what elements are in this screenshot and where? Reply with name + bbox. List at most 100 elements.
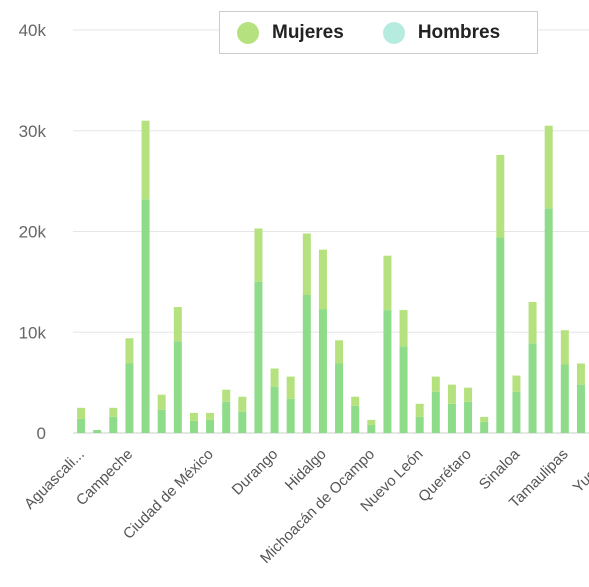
bar-mujeres[interactable] bbox=[206, 412, 215, 420]
bar-group[interactable] bbox=[431, 376, 440, 433]
bar-mujeres[interactable] bbox=[383, 255, 392, 311]
x-tick-label: Querétaro bbox=[415, 446, 475, 506]
bar-mujeres[interactable] bbox=[77, 407, 86, 419]
bar-hombres[interactable] bbox=[415, 416, 424, 433]
bar-hombres[interactable] bbox=[189, 420, 198, 433]
legend-item-mujeres[interactable]: Mujeres bbox=[237, 21, 344, 44]
bar-mujeres[interactable] bbox=[238, 396, 247, 412]
bar-hombres[interactable] bbox=[367, 424, 376, 433]
bar-hombres[interactable] bbox=[528, 343, 537, 433]
bar-group[interactable] bbox=[206, 412, 215, 433]
bar-group[interactable] bbox=[560, 330, 569, 433]
bar-hombres[interactable] bbox=[302, 294, 311, 433]
bar-group[interactable] bbox=[77, 407, 86, 433]
bar-mujeres[interactable] bbox=[544, 125, 553, 209]
bar-group[interactable] bbox=[157, 394, 166, 433]
bar-mujeres[interactable] bbox=[335, 340, 344, 364]
bar-group[interactable] bbox=[528, 302, 537, 433]
bar-group[interactable] bbox=[399, 310, 408, 433]
bar-mujeres[interactable] bbox=[222, 389, 231, 402]
bar-hombres[interactable] bbox=[351, 405, 360, 433]
bar-hombres[interactable] bbox=[447, 403, 456, 433]
bar-hombres[interactable] bbox=[270, 386, 279, 433]
bar-hombres[interactable] bbox=[576, 384, 585, 433]
bar-hombres[interactable] bbox=[222, 401, 231, 433]
bar-hombres[interactable] bbox=[318, 309, 327, 433]
bar-mujeres[interactable] bbox=[125, 338, 134, 364]
bar-hombres[interactable] bbox=[512, 391, 521, 433]
bar-hombres[interactable] bbox=[77, 418, 86, 433]
bar-group[interactable] bbox=[480, 416, 489, 433]
bar-mujeres[interactable] bbox=[415, 403, 424, 417]
bar-mujeres[interactable] bbox=[302, 233, 311, 295]
bar-mujeres[interactable] bbox=[367, 419, 376, 425]
legend-item-hombres[interactable]: Hombres bbox=[382, 21, 500, 44]
bar-mujeres[interactable] bbox=[270, 368, 279, 387]
bar-hombres[interactable] bbox=[238, 411, 247, 433]
bar-mujeres[interactable] bbox=[399, 310, 408, 347]
bar-group[interactable] bbox=[464, 387, 473, 433]
bar-mujeres[interactable] bbox=[496, 154, 505, 238]
bar-mujeres[interactable] bbox=[528, 302, 537, 344]
bar-group[interactable] bbox=[302, 233, 311, 433]
bar-group[interactable] bbox=[318, 249, 327, 433]
bar-mujeres[interactable] bbox=[109, 407, 118, 417]
bar-group[interactable] bbox=[254, 228, 263, 433]
bar-mujeres[interactable] bbox=[431, 376, 440, 392]
x-tick-label: Sinaloa bbox=[476, 445, 524, 493]
bar-group[interactable] bbox=[335, 340, 344, 433]
bar-hombres[interactable] bbox=[544, 208, 553, 433]
bar-mujeres[interactable] bbox=[480, 416, 489, 422]
bar-group[interactable] bbox=[93, 429, 102, 433]
bar-mujeres[interactable] bbox=[286, 376, 295, 399]
bar-group[interactable] bbox=[496, 154, 505, 433]
bar-group[interactable] bbox=[141, 120, 150, 433]
bar-group[interactable] bbox=[189, 412, 198, 433]
bar-mujeres[interactable] bbox=[141, 120, 150, 200]
bar-group[interactable] bbox=[109, 407, 118, 433]
bar-group[interactable] bbox=[222, 389, 231, 433]
bar-group[interactable] bbox=[238, 396, 247, 433]
bar-hombres[interactable] bbox=[206, 419, 215, 433]
bar-hombres[interactable] bbox=[125, 363, 134, 433]
bar-group[interactable] bbox=[383, 255, 392, 433]
bar-mujeres[interactable] bbox=[318, 249, 327, 310]
bar-mujeres[interactable] bbox=[464, 387, 473, 402]
bar-group[interactable] bbox=[270, 368, 279, 433]
bar-mujeres[interactable] bbox=[447, 384, 456, 404]
bar-group[interactable] bbox=[415, 403, 424, 433]
bar-hombres[interactable] bbox=[480, 421, 489, 433]
bar-hombres[interactable] bbox=[383, 310, 392, 433]
bar-group[interactable] bbox=[447, 384, 456, 433]
bar-mujeres[interactable] bbox=[351, 396, 360, 406]
bar-hombres[interactable] bbox=[431, 391, 440, 433]
bar-hombres[interactable] bbox=[93, 429, 102, 433]
bar-hombres[interactable] bbox=[496, 237, 505, 433]
legend-label-mujeres: Mujeres bbox=[272, 21, 344, 43]
bar-hombres[interactable] bbox=[560, 364, 569, 433]
bar-group[interactable] bbox=[367, 419, 376, 433]
bar-hombres[interactable] bbox=[464, 401, 473, 433]
bar-mujeres[interactable] bbox=[157, 394, 166, 410]
bar-group[interactable] bbox=[544, 125, 553, 433]
bar-hombres[interactable] bbox=[286, 398, 295, 433]
bar-mujeres[interactable] bbox=[560, 330, 569, 365]
bar-group[interactable] bbox=[512, 375, 521, 433]
bar-group[interactable] bbox=[125, 338, 134, 433]
bar-group[interactable] bbox=[351, 396, 360, 433]
bar-group[interactable] bbox=[576, 363, 585, 433]
bar-hombres[interactable] bbox=[173, 341, 182, 433]
bar-hombres[interactable] bbox=[141, 199, 150, 433]
bar-group[interactable] bbox=[286, 376, 295, 433]
bar-hombres[interactable] bbox=[157, 409, 166, 433]
bar-mujeres[interactable] bbox=[173, 307, 182, 342]
bar-hombres[interactable] bbox=[109, 416, 118, 433]
bar-hombres[interactable] bbox=[399, 346, 408, 433]
bar-mujeres[interactable] bbox=[254, 228, 263, 282]
bar-hombres[interactable] bbox=[335, 363, 344, 433]
bar-hombres[interactable] bbox=[254, 281, 263, 433]
bar-mujeres[interactable] bbox=[512, 375, 521, 392]
bar-group[interactable] bbox=[173, 307, 182, 433]
bar-mujeres[interactable] bbox=[189, 412, 198, 421]
bar-mujeres[interactable] bbox=[576, 363, 585, 385]
